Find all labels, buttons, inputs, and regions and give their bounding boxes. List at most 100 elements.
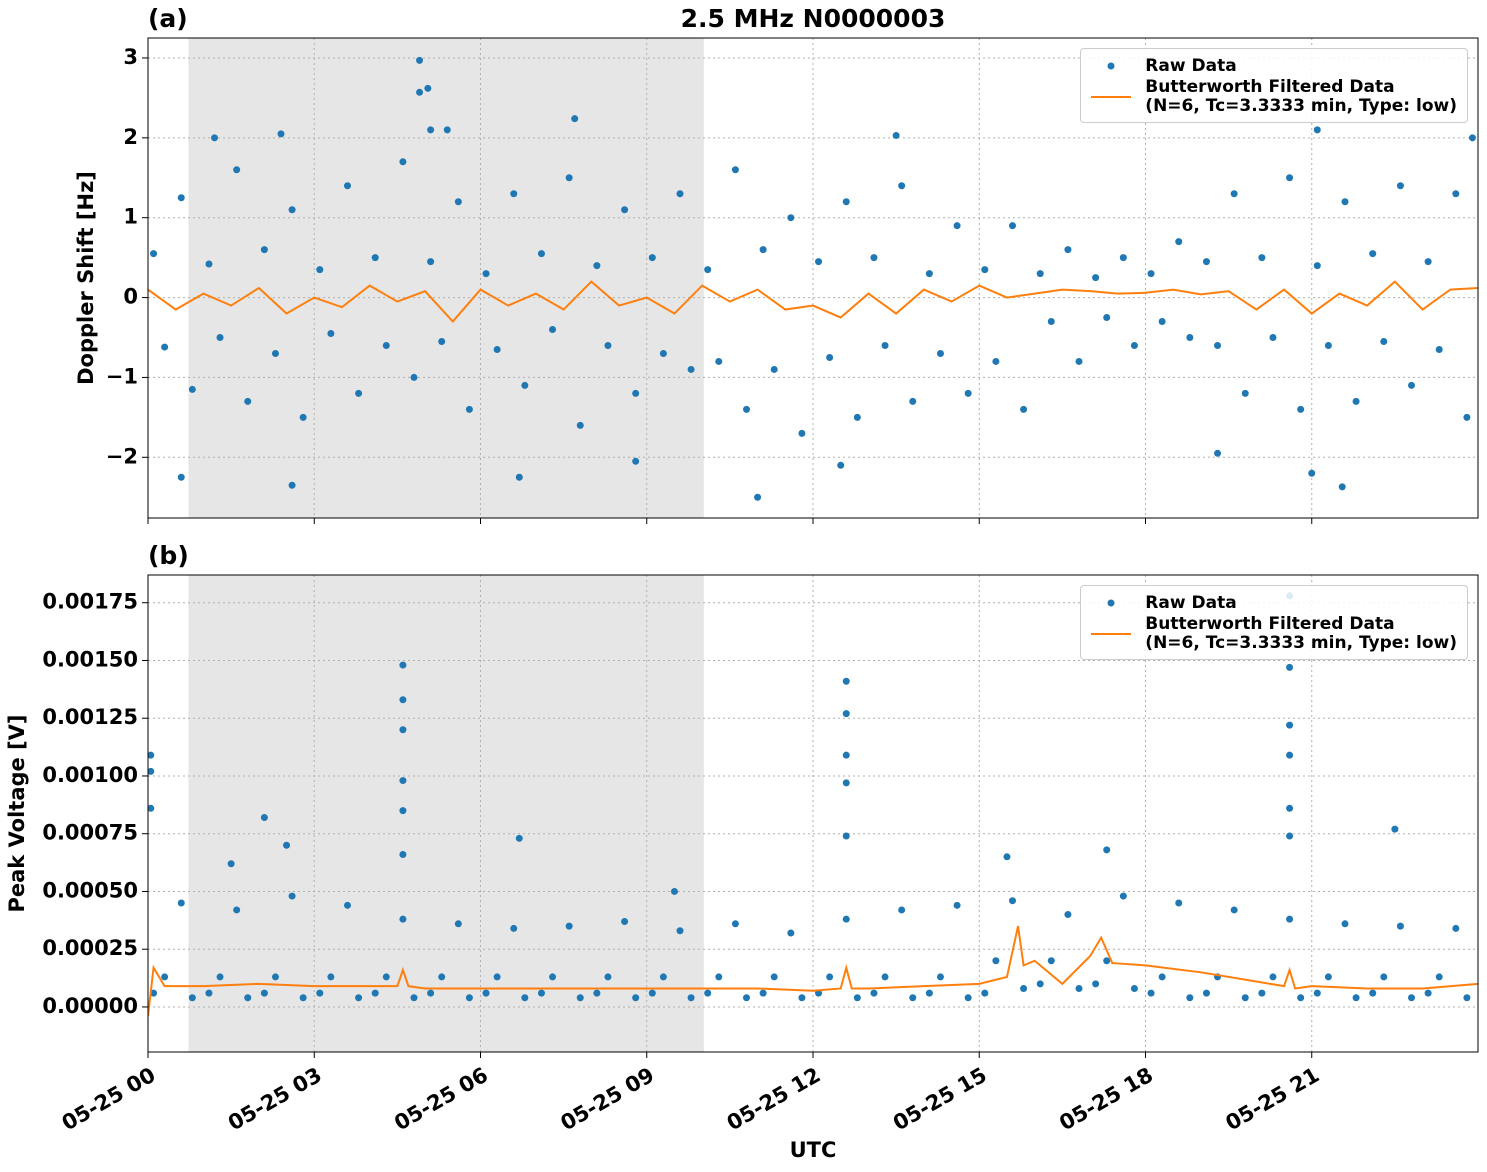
data-point xyxy=(604,341,612,349)
data-point xyxy=(537,250,545,258)
legend: Raw Data Butterworth Filtered Data (N=6, … xyxy=(1080,48,1468,124)
y-tick-label: 1 xyxy=(123,205,138,229)
data-point xyxy=(410,994,418,1002)
data-point xyxy=(648,989,656,997)
data-point xyxy=(427,989,435,997)
data-point xyxy=(1408,994,1415,1002)
data-point xyxy=(288,206,296,214)
data-point xyxy=(1202,989,1210,997)
data-point xyxy=(177,473,185,481)
data-point xyxy=(925,270,933,278)
data-point xyxy=(443,126,451,134)
data-point xyxy=(1075,984,1083,992)
data-point xyxy=(604,973,612,981)
data-point xyxy=(399,915,407,923)
legend-marker xyxy=(1107,599,1115,607)
y-tick-label: −1 xyxy=(106,364,138,388)
data-point xyxy=(881,341,889,349)
legend-label: Raw Data xyxy=(1145,55,1237,76)
data-point xyxy=(371,989,379,997)
data-point xyxy=(1424,989,1432,997)
data-point xyxy=(842,710,850,718)
data-point xyxy=(842,779,850,787)
legend-swatch xyxy=(1107,599,1115,607)
data-point xyxy=(148,767,155,775)
data-point xyxy=(161,343,169,351)
chart-title: 2.5 MHz N0000003 xyxy=(681,4,946,33)
data-point xyxy=(1230,190,1238,198)
data-point xyxy=(482,270,490,278)
data-point xyxy=(715,973,723,981)
data-point xyxy=(1092,274,1100,282)
data-point xyxy=(148,751,155,759)
data-point xyxy=(731,166,739,174)
data-point xyxy=(150,250,158,258)
data-point xyxy=(271,973,279,981)
data-point xyxy=(1230,906,1238,914)
x-tick-label: 05-25 12 xyxy=(723,1063,825,1136)
x-axis-label: UTC xyxy=(790,1138,837,1162)
data-point xyxy=(992,357,1000,365)
data-point xyxy=(898,906,906,914)
data-point xyxy=(1341,198,1349,206)
data-point xyxy=(521,381,529,389)
data-point xyxy=(1297,405,1305,413)
panel-label: (b) xyxy=(148,541,189,570)
data-point xyxy=(161,973,169,981)
data-point xyxy=(454,920,462,928)
data-point xyxy=(399,807,407,815)
data-point xyxy=(1186,334,1194,342)
data-point xyxy=(1147,989,1155,997)
legend-swatch xyxy=(1091,95,1132,98)
legend-key xyxy=(1091,87,1132,107)
data-point xyxy=(632,994,640,1002)
y-axis-label: Peak Voltage [V] xyxy=(5,714,29,912)
data-point xyxy=(271,349,279,357)
filtered-line xyxy=(148,925,1478,1017)
x-tick-label: 05-25 18 xyxy=(1055,1063,1157,1136)
shaded-span xyxy=(188,38,704,518)
data-point xyxy=(1408,381,1415,389)
data-point xyxy=(1047,957,1055,965)
data-point xyxy=(260,246,268,254)
data-point xyxy=(787,214,795,222)
data-point xyxy=(515,473,523,481)
data-point xyxy=(283,841,291,849)
data-point xyxy=(1286,721,1294,729)
data-point xyxy=(416,56,424,64)
data-point xyxy=(260,989,268,997)
data-point xyxy=(1064,246,1072,254)
data-point xyxy=(1003,853,1011,861)
y-tick-label: 0.00125 xyxy=(42,705,138,729)
legend-label: Butterworth Filtered Data (N=6, Tc=3.333… xyxy=(1145,77,1457,116)
data-point xyxy=(1158,318,1166,326)
y-tick-label: 3 xyxy=(123,45,138,69)
data-point xyxy=(881,973,889,981)
y-tick-label: −2 xyxy=(106,444,138,468)
data-point xyxy=(632,389,640,397)
data-point xyxy=(1396,182,1404,190)
legend-entry: Raw Data xyxy=(1091,56,1457,76)
data-point xyxy=(1380,337,1388,345)
data-point xyxy=(549,973,557,981)
data-point xyxy=(537,989,545,997)
data-point xyxy=(1424,258,1432,266)
legend: Raw Data Butterworth Filtered Data (N=6, … xyxy=(1080,585,1468,661)
data-point xyxy=(870,989,878,997)
data-point xyxy=(1214,449,1222,457)
data-point xyxy=(299,994,307,1002)
data-point xyxy=(549,326,557,334)
data-point xyxy=(621,917,629,925)
data-point xyxy=(1241,994,1249,1002)
legend-entry: Butterworth Filtered Data (N=6, Tc=3.333… xyxy=(1091,78,1457,115)
data-point xyxy=(925,989,933,997)
data-point xyxy=(571,115,579,123)
data-point xyxy=(427,258,435,266)
data-point xyxy=(770,365,778,373)
data-point xyxy=(438,337,446,345)
data-point xyxy=(233,166,241,174)
data-point xyxy=(898,182,906,190)
data-point xyxy=(704,266,712,274)
data-point xyxy=(316,266,324,274)
y-tick-label: 0.00075 xyxy=(42,821,138,845)
